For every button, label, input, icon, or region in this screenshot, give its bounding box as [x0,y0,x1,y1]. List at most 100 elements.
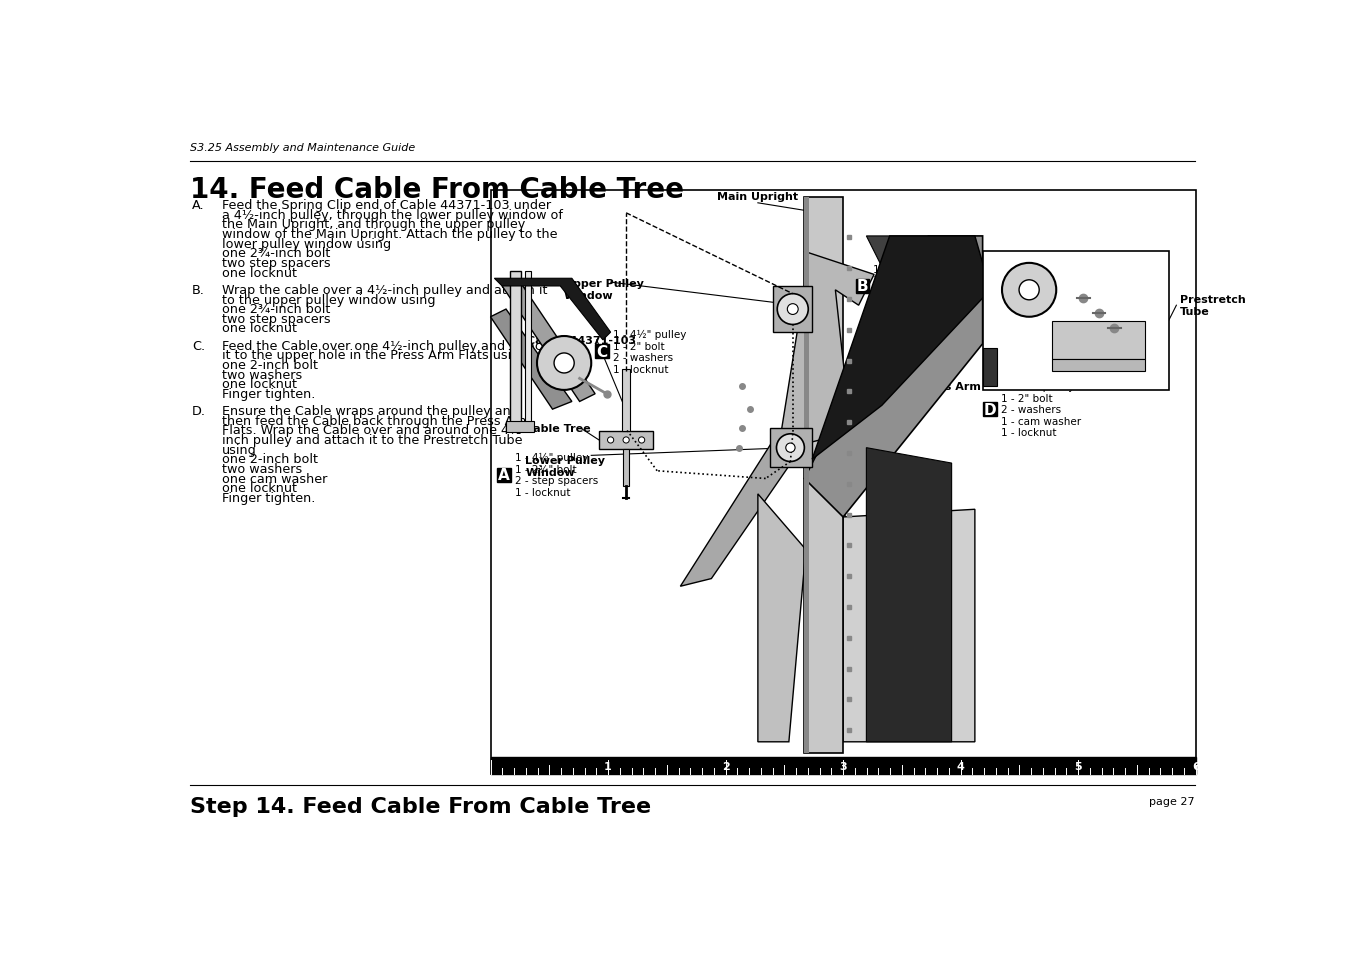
Bar [984,403,997,416]
Text: Press Arm: Press Arm [917,381,981,392]
Text: one 2¾-inch bolt: one 2¾-inch bolt [222,247,330,260]
Polygon shape [758,479,866,742]
Text: Step 14. Feed Cable From Cable Tree: Step 14. Feed Cable From Cable Tree [189,796,651,816]
Text: a 4½-inch pulley, through the lower pulley window of: a 4½-inch pulley, through the lower pull… [222,209,562,222]
Text: 2: 2 [721,760,730,771]
Bar [982,252,1169,391]
Text: Flats. Wrap the Cable over and around one 4½-: Flats. Wrap the Cable over and around on… [222,424,526,436]
Polygon shape [866,236,959,329]
Polygon shape [490,310,571,410]
Bar [507,421,534,433]
Text: two step spacers: two step spacers [222,313,330,325]
Text: D: D [984,402,997,417]
Polygon shape [681,433,812,587]
Text: two washers: two washers [222,462,301,476]
Text: it to the upper hole in the Press Arm Flats using: it to the upper hole in the Press Arm Fl… [222,349,527,362]
Text: lower pulley window using: lower pulley window using [222,237,390,251]
Polygon shape [494,279,611,340]
Bar [598,432,654,450]
Bar [770,429,812,467]
Circle shape [623,437,630,443]
Bar [509,272,520,425]
Text: Lower Pulley
Window: Lower Pulley Window [526,456,605,477]
Bar [804,198,809,754]
Text: Upper Pulley
Window: Upper Pulley Window [565,279,644,300]
Circle shape [788,304,798,315]
Text: B: B [857,279,869,294]
Polygon shape [503,279,596,402]
Circle shape [639,437,644,443]
Bar [623,370,630,432]
Text: Spring Clip: Spring Clip [920,320,989,330]
Text: page 27: page 27 [1150,796,1196,806]
Circle shape [608,437,613,443]
Circle shape [777,435,804,462]
Polygon shape [866,448,951,742]
Bar [1052,359,1146,372]
Text: one 2-inch bolt: one 2-inch bolt [222,453,317,466]
Circle shape [777,294,808,325]
Circle shape [536,336,592,391]
Bar [804,198,843,754]
Text: two step spacers: two step spacers [222,256,330,270]
Text: 3: 3 [839,760,847,771]
Circle shape [554,354,574,374]
Text: using: using [222,443,257,456]
Text: window of the Main Upright. Attach the pulley to the: window of the Main Upright. Attach the p… [222,228,557,241]
Bar [490,191,1196,775]
Text: B.: B. [192,284,205,296]
Text: inch pulley and attach it to the Prestretch Tube: inch pulley and attach it to the Prestre… [222,434,521,447]
Text: then feed the Cable back through the Press Arm: then feed the Cable back through the Pre… [222,415,531,427]
Bar [773,287,812,333]
Text: Feed the Cable over one 4½-inch pulley and attach: Feed the Cable over one 4½-inch pulley a… [222,339,550,353]
Text: Finger tighten.: Finger tighten. [222,388,315,400]
Text: D.: D. [192,405,207,417]
Text: 1 - 4½" pulley
1 - 2" bolt
2 - washers
1 - cam washer
1 - locknut: 1 - 4½" pulley 1 - 2" bolt 2 - washers 1… [1001,381,1081,438]
Text: A: A [497,468,509,482]
Polygon shape [804,236,982,517]
Text: C: C [597,345,608,359]
Text: Ensure the Cable wraps around the pulley and: Ensure the Cable wraps around the pulley… [222,405,519,417]
Bar [524,272,531,425]
Bar [1052,321,1146,359]
Text: 1 - 4½" pulley
1 - 2¾" bolt
2 - step spacers
1 - locknut: 1 - 4½" pulley 1 - 2¾" bolt 2 - step spa… [515,453,597,497]
Text: A.: A. [192,199,205,212]
Circle shape [786,443,796,453]
Bar [623,450,630,487]
Text: one locknut: one locknut [222,322,297,335]
Bar [497,468,511,482]
Text: one 2-inch bolt: one 2-inch bolt [222,358,317,372]
Text: one locknut: one locknut [222,377,297,391]
Text: Prestretch
Tube: Prestretch Tube [1181,295,1246,316]
Text: Cable Tree: Cable Tree [526,424,590,434]
Text: two washers: two washers [222,368,301,381]
Text: S3.25 Assembly and Maintenance Guide: S3.25 Assembly and Maintenance Guide [189,143,415,152]
Text: C.: C. [192,339,205,353]
Text: one 2¾-inch bolt: one 2¾-inch bolt [222,303,330,315]
Text: 5: 5 [1074,760,1082,771]
Text: Feed the Spring Clip end of Cable 44371-103 under: Feed the Spring Clip end of Cable 44371-… [222,199,551,212]
Text: Wrap the cable over a 4½-inch pulley and attach it: Wrap the cable over a 4½-inch pulley and… [222,284,547,296]
Text: one locknut: one locknut [222,481,297,495]
Bar [596,345,609,359]
Text: Finger tighten.: Finger tighten. [222,491,315,504]
Circle shape [1019,280,1039,300]
Text: 1: 1 [604,760,612,771]
Text: Main Upright: Main Upright [717,193,798,202]
Text: 6: 6 [1192,760,1200,771]
Bar [982,348,997,387]
Bar [490,758,1196,775]
Text: to the upper pulley window using: to the upper pulley window using [222,294,435,306]
Text: Cable  44371-103: Cable 44371-103 [527,335,636,346]
Text: the Main Upright, and through the upper pulley: the Main Upright, and through the upper … [222,218,524,232]
Polygon shape [781,252,874,448]
Text: 1 - 4½" pulley
1 - 2" bolt
2 - washers
1 - locknut: 1 - 4½" pulley 1 - 2" bolt 2 - washers 1… [613,330,686,375]
Polygon shape [843,510,975,742]
Bar [855,280,870,294]
Text: one locknut: one locknut [222,266,297,279]
Circle shape [1002,264,1056,317]
Text: one cam washer: one cam washer [222,472,327,485]
Polygon shape [812,236,990,459]
Text: 4: 4 [957,760,965,771]
Text: 1 - 4½" pulley
1 - 2¾" bolt
2 - step spacers
1 - locknut: 1 - 4½" pulley 1 - 2¾" bolt 2 - step spa… [873,264,957,309]
